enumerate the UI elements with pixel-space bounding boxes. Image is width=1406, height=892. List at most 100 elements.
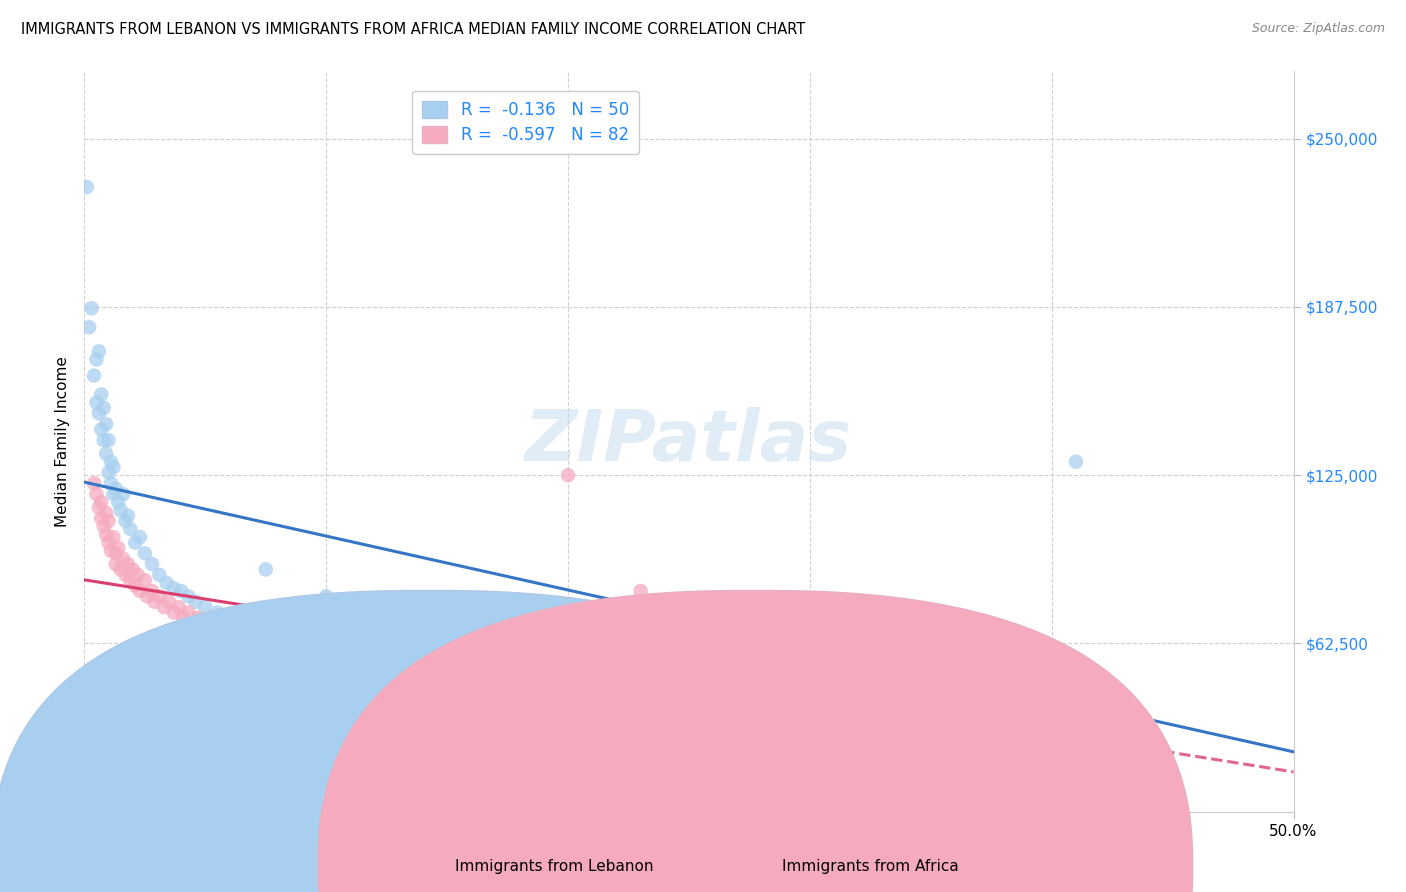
Point bbox=[846, 638, 869, 652]
Point bbox=[181, 616, 204, 631]
Point bbox=[103, 530, 125, 544]
Point bbox=[97, 514, 120, 528]
Point bbox=[90, 511, 112, 525]
Point bbox=[335, 662, 357, 676]
Point bbox=[173, 611, 195, 625]
Point bbox=[112, 551, 135, 566]
Point bbox=[231, 616, 253, 631]
Point bbox=[86, 352, 108, 367]
Point bbox=[103, 487, 125, 501]
Point bbox=[121, 562, 143, 576]
Point bbox=[201, 627, 224, 641]
Point bbox=[107, 541, 129, 555]
Point bbox=[267, 603, 290, 617]
Point bbox=[124, 535, 146, 549]
Point bbox=[87, 500, 110, 515]
Point bbox=[100, 476, 122, 491]
Point bbox=[215, 627, 238, 641]
Point bbox=[97, 433, 120, 447]
Point bbox=[799, 616, 821, 631]
Point bbox=[141, 557, 163, 571]
Point bbox=[120, 522, 142, 536]
Point bbox=[630, 584, 652, 599]
Point bbox=[547, 697, 569, 711]
Point bbox=[211, 630, 233, 644]
Point bbox=[93, 433, 115, 447]
Point bbox=[252, 638, 274, 652]
Point bbox=[245, 643, 267, 657]
Point bbox=[94, 417, 117, 431]
Point bbox=[124, 578, 146, 592]
Point bbox=[436, 611, 458, 625]
Point bbox=[110, 562, 132, 576]
Point bbox=[177, 606, 200, 620]
Point bbox=[104, 546, 127, 560]
Point bbox=[254, 562, 277, 576]
Point bbox=[274, 651, 297, 665]
Y-axis label: Median Family Income: Median Family Income bbox=[55, 356, 70, 527]
Point bbox=[221, 635, 243, 649]
Point bbox=[359, 670, 381, 684]
Point bbox=[90, 495, 112, 509]
Point bbox=[207, 606, 229, 620]
Point bbox=[94, 447, 117, 461]
Point bbox=[86, 395, 108, 409]
Point bbox=[136, 590, 159, 604]
Point bbox=[148, 567, 170, 582]
Point bbox=[93, 401, 115, 415]
Point bbox=[194, 600, 217, 615]
Point bbox=[103, 460, 125, 475]
Point bbox=[388, 673, 411, 687]
Text: ZIPatlas: ZIPatlas bbox=[526, 407, 852, 476]
Point bbox=[104, 557, 127, 571]
Point bbox=[87, 406, 110, 420]
Point bbox=[127, 567, 149, 582]
Point bbox=[134, 573, 156, 587]
Point bbox=[177, 590, 200, 604]
Point bbox=[77, 320, 100, 334]
Point bbox=[207, 622, 229, 636]
Point bbox=[315, 590, 337, 604]
Point bbox=[267, 643, 290, 657]
Point bbox=[231, 640, 253, 655]
Point bbox=[80, 301, 103, 316]
Point bbox=[143, 595, 166, 609]
Point bbox=[148, 590, 170, 604]
Point bbox=[93, 519, 115, 533]
Point bbox=[725, 670, 748, 684]
Point bbox=[83, 368, 105, 383]
Point bbox=[117, 508, 139, 523]
Point bbox=[281, 648, 304, 663]
Point bbox=[97, 535, 120, 549]
Point bbox=[187, 611, 209, 625]
Point bbox=[301, 651, 323, 665]
Point bbox=[90, 422, 112, 436]
Text: IMMIGRANTS FROM LEBANON VS IMMIGRANTS FROM AFRICA MEDIAN FAMILY INCOME CORRELATI: IMMIGRANTS FROM LEBANON VS IMMIGRANTS FR… bbox=[21, 22, 806, 37]
Point bbox=[76, 180, 98, 194]
Point bbox=[107, 495, 129, 509]
Point bbox=[153, 600, 176, 615]
Point bbox=[993, 702, 1015, 716]
Point bbox=[104, 482, 127, 496]
Point bbox=[184, 595, 207, 609]
Point bbox=[170, 584, 193, 599]
Point bbox=[422, 678, 444, 692]
Point bbox=[112, 487, 135, 501]
Point bbox=[94, 527, 117, 541]
Point bbox=[114, 567, 136, 582]
Point bbox=[460, 683, 482, 698]
Point bbox=[225, 630, 247, 644]
Point bbox=[114, 514, 136, 528]
Point bbox=[259, 648, 281, 663]
Point bbox=[278, 611, 301, 625]
Point bbox=[291, 622, 314, 636]
Point bbox=[440, 681, 463, 695]
Point bbox=[751, 683, 773, 698]
Point bbox=[90, 387, 112, 401]
Point bbox=[87, 344, 110, 359]
Point bbox=[134, 546, 156, 560]
Point bbox=[120, 573, 142, 587]
Point bbox=[163, 606, 186, 620]
Point bbox=[218, 611, 240, 625]
Text: Immigrants from Africa: Immigrants from Africa bbox=[782, 859, 959, 873]
